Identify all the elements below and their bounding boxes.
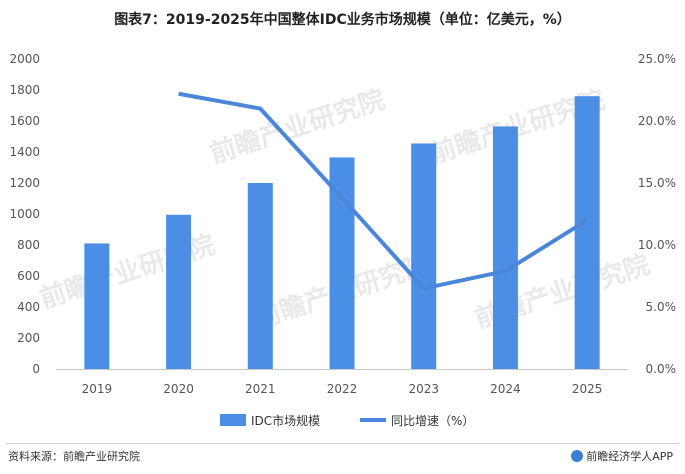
y-left-tick-label: 1200: [9, 176, 40, 190]
chart-title: 图表7：2019-2025年中国整体IDC业务市场规模（单位：亿美元，%）: [114, 12, 571, 28]
legend-line-label: 同比增速（%）: [391, 414, 474, 428]
x-tick-label: 2023: [408, 382, 439, 396]
y-axis-right: 0.0% 5.0% 10.0% 15.0% 20.0% 25.0%: [638, 52, 676, 376]
x-tick-label: 2020: [163, 382, 194, 396]
y-left-tick-label: 600: [17, 269, 40, 283]
watermark-text: 前瞻产业研究院: [206, 84, 389, 170]
y-left-tick-label: 800: [17, 238, 40, 252]
legend-bar-label: IDC市场规模: [251, 413, 320, 428]
y-right-tick-label: 25.0%: [638, 52, 676, 66]
y-axis-left: 0 200 400 600 800 1000 1200 1400 1600 1800 2000: [9, 52, 40, 376]
bar-2021: [247, 183, 273, 369]
y-left-tick-label: 1600: [9, 114, 40, 128]
y-right-tick-label: 20.0%: [638, 114, 676, 128]
y-left-tick-label: 1800: [9, 83, 40, 97]
x-tick-label: 2019: [82, 382, 113, 396]
y-left-tick-label: 400: [17, 300, 40, 314]
footer-brand: 前瞻经济学人APP: [571, 448, 673, 464]
x-tick-label: 2025: [572, 382, 603, 396]
x-tick-label: 2024: [490, 382, 521, 396]
source-note: 资料来源：前瞻产业研究院: [8, 450, 140, 463]
bar-2020: [166, 214, 192, 369]
y-left-tick-label: 2000: [9, 52, 40, 66]
x-axis: 2019 2020 2021 2022 2023 2024 2025: [82, 382, 603, 396]
bar-2022: [329, 157, 355, 369]
legend: IDC市场规模 同比增速（%）: [220, 413, 474, 428]
y-left-tick-label: 0: [32, 362, 40, 376]
x-tick-label: 2021: [245, 382, 276, 396]
watermark-text: 前瞻产业研究院: [36, 229, 219, 315]
y-right-tick-label: 0.0%: [646, 362, 677, 376]
x-tick-label: 2022: [327, 382, 358, 396]
bar-2019: [84, 243, 110, 369]
y-left-tick-label: 1400: [9, 145, 40, 159]
brand-logo-icon: [571, 450, 584, 462]
y-right-tick-label: 5.0%: [646, 300, 677, 314]
footer-divider: [6, 443, 679, 444]
y-right-tick-label: 15.0%: [638, 176, 676, 190]
y-left-tick-label: 1000: [9, 207, 40, 221]
y-right-tick-label: 10.0%: [638, 238, 676, 252]
bar-2024: [492, 126, 518, 369]
bar-series: [84, 96, 600, 369]
brand-text: 前瞻经济学人APP: [586, 450, 673, 463]
growth-rate-line: [178, 91, 589, 291]
bar-2025: [574, 96, 600, 369]
y-left-tick-label: 200: [17, 331, 40, 345]
bar-2023: [411, 143, 437, 369]
legend-bar-swatch: [220, 414, 246, 426]
